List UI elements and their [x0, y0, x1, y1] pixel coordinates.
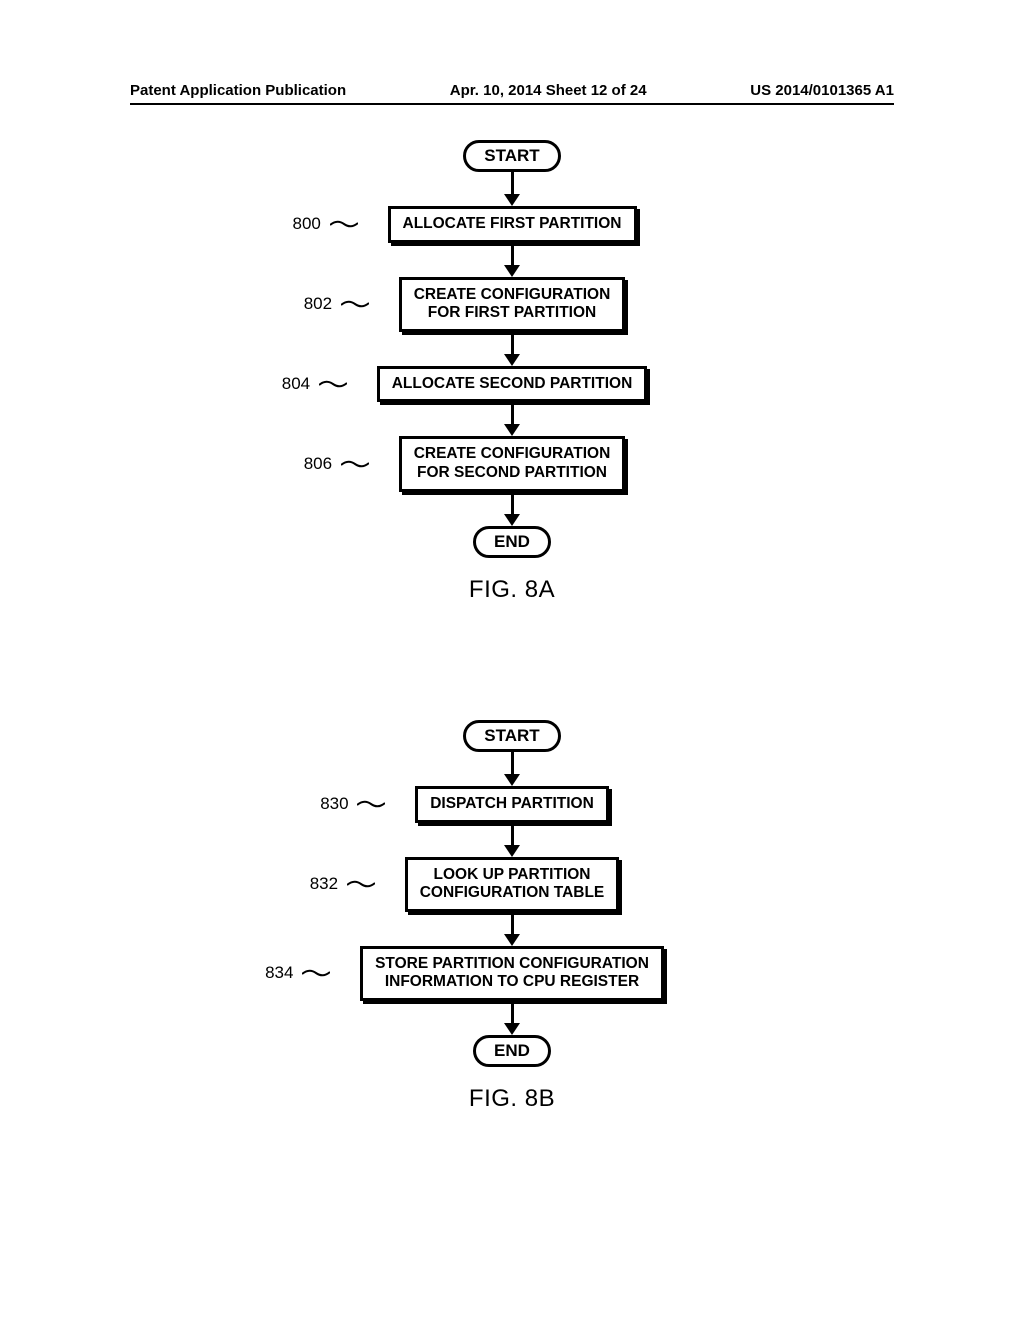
ref-label-832: 832	[310, 874, 338, 894]
ref-label-804: 804	[282, 374, 310, 394]
flowchart-fig-8b: START 830 DISPATCH PARTITION 832 LOOK UP…	[0, 720, 1024, 1113]
connector-tilde-icon	[341, 299, 369, 309]
page-header: Patent Application Publication Apr. 10, …	[130, 82, 894, 105]
step-box-832: LOOK UP PARTITIONCONFIGURATION TABLE	[405, 857, 620, 912]
end-terminal: END	[473, 1035, 551, 1067]
ref-label-800: 800	[293, 214, 321, 234]
step-box-834: STORE PARTITION CONFIGURATIONINFORMATION…	[360, 946, 664, 1001]
flowchart-fig-8a: START 800 ALLOCATE FIRST PARTITION 802 C…	[0, 140, 1024, 604]
connector-tilde-icon	[347, 879, 375, 889]
connector-tilde-icon	[302, 968, 330, 978]
step-box-802: CREATE CONFIGURATIONFOR FIRST PARTITION	[399, 277, 626, 332]
header-center: Apr. 10, 2014 Sheet 12 of 24	[450, 82, 647, 99]
connector-tilde-icon	[319, 379, 347, 389]
step-806-row: 806 CREATE CONFIGURATIONFOR SECOND PARTI…	[399, 436, 626, 491]
step-box-806: CREATE CONFIGURATIONFOR SECOND PARTITION	[399, 436, 626, 491]
arrow-icon	[504, 823, 520, 857]
header-right: US 2014/0101365 A1	[750, 82, 894, 99]
start-terminal: START	[463, 720, 560, 752]
arrow-icon	[504, 243, 520, 277]
step-832-row: 832 LOOK UP PARTITIONCONFIGURATION TABLE	[405, 857, 620, 912]
ref-label-830: 830	[320, 794, 348, 814]
arrow-icon	[504, 332, 520, 366]
connector-tilde-icon	[341, 459, 369, 469]
ref-label-806: 806	[304, 454, 332, 474]
end-terminal: END	[473, 526, 551, 558]
header-left: Patent Application Publication	[130, 82, 346, 99]
step-box-800: ALLOCATE FIRST PARTITION	[388, 206, 637, 243]
ref-label-834: 834	[265, 963, 293, 983]
step-834-row: 834 STORE PARTITION CONFIGURATIONINFORMA…	[360, 946, 664, 1001]
connector-tilde-icon	[357, 799, 385, 809]
arrow-icon	[504, 752, 520, 786]
arrow-icon	[504, 402, 520, 436]
step-box-804: ALLOCATE SECOND PARTITION	[377, 366, 648, 403]
step-804-row: 804 ALLOCATE SECOND PARTITION	[377, 366, 648, 403]
step-800-row: 800 ALLOCATE FIRST PARTITION	[388, 206, 637, 243]
arrow-icon	[504, 1001, 520, 1035]
step-box-830: DISPATCH PARTITION	[415, 786, 609, 823]
step-802-row: 802 CREATE CONFIGURATIONFOR FIRST PARTIT…	[399, 277, 626, 332]
connector-tilde-icon	[330, 219, 358, 229]
arrow-icon	[504, 912, 520, 946]
ref-label-802: 802	[304, 294, 332, 314]
step-830-row: 830 DISPATCH PARTITION	[415, 786, 609, 823]
arrow-icon	[504, 492, 520, 526]
figure-caption-8b: FIG. 8B	[469, 1085, 555, 1113]
start-terminal: START	[463, 140, 560, 172]
arrow-icon	[504, 172, 520, 206]
figure-caption-8a: FIG. 8A	[469, 576, 555, 604]
